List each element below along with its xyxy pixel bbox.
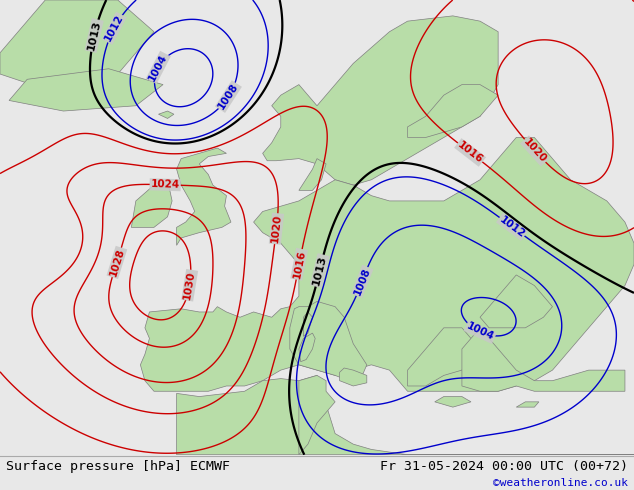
Polygon shape <box>340 368 367 386</box>
Text: 1020: 1020 <box>521 137 548 165</box>
Text: 1012: 1012 <box>103 13 126 44</box>
Polygon shape <box>516 402 539 407</box>
Text: ©weatheronline.co.uk: ©weatheronline.co.uk <box>493 478 628 488</box>
Polygon shape <box>9 69 163 111</box>
Text: 1008: 1008 <box>352 266 372 297</box>
Polygon shape <box>304 312 313 336</box>
Polygon shape <box>480 275 552 328</box>
Polygon shape <box>177 148 231 245</box>
Text: 1024: 1024 <box>150 179 180 190</box>
Polygon shape <box>158 111 174 119</box>
Text: 1030: 1030 <box>183 270 197 300</box>
Polygon shape <box>462 328 625 392</box>
Polygon shape <box>299 333 315 362</box>
Polygon shape <box>0 0 154 95</box>
Polygon shape <box>435 396 471 407</box>
Polygon shape <box>408 85 498 138</box>
Polygon shape <box>131 185 172 227</box>
Text: 1028: 1028 <box>108 247 126 278</box>
Polygon shape <box>408 328 471 386</box>
Text: Surface pressure [hPa] ECMWF: Surface pressure [hPa] ECMWF <box>6 461 230 473</box>
Text: 1008: 1008 <box>216 82 240 112</box>
Text: 1004: 1004 <box>147 52 169 83</box>
Polygon shape <box>140 138 634 392</box>
Text: 1013: 1013 <box>86 20 103 51</box>
Text: 1004: 1004 <box>465 321 496 343</box>
Polygon shape <box>262 16 498 185</box>
Text: Fr 31-05-2024 00:00 UTC (00+72): Fr 31-05-2024 00:00 UTC (00+72) <box>380 461 628 473</box>
Text: 1013: 1013 <box>311 254 328 287</box>
Polygon shape <box>177 375 634 455</box>
Text: 1012: 1012 <box>498 214 527 240</box>
Polygon shape <box>299 159 326 190</box>
Text: 1020: 1020 <box>270 214 283 244</box>
Polygon shape <box>290 301 367 381</box>
Text: 1016: 1016 <box>292 249 307 279</box>
Polygon shape <box>299 375 335 455</box>
Text: 1016: 1016 <box>456 140 484 165</box>
